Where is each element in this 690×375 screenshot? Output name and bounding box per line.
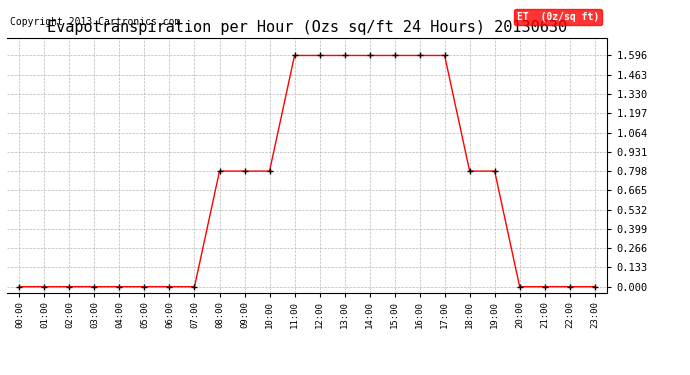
- Text: Copyright 2013 Cartronics.com: Copyright 2013 Cartronics.com: [10, 17, 180, 27]
- Legend: ET  (0z/sq ft): ET (0z/sq ft): [514, 9, 602, 25]
- Title: Evapotranspiration per Hour (Ozs sq/ft 24 Hours) 20130630: Evapotranspiration per Hour (Ozs sq/ft 2…: [47, 20, 567, 35]
